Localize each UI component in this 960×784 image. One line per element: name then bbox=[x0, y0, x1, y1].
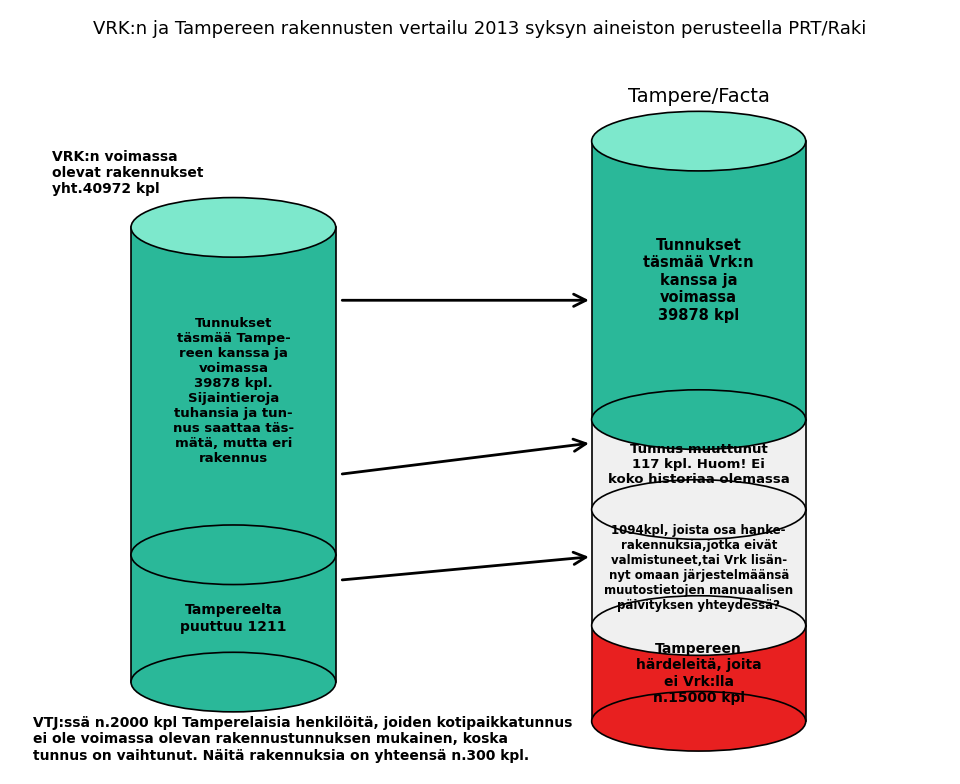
Bar bbox=[591, 419, 805, 510]
Text: VRK:n voimassa
olevat rakennukset
yht.40972 kpl: VRK:n voimassa olevat rakennukset yht.40… bbox=[52, 150, 204, 196]
Ellipse shape bbox=[591, 111, 805, 171]
Ellipse shape bbox=[131, 198, 336, 257]
Ellipse shape bbox=[131, 525, 336, 585]
Text: Tampereen
härdeleitä, joita
ei Vrk:lla
n.15000 kpl: Tampereen härdeleitä, joita ei Vrk:lla n… bbox=[636, 642, 761, 705]
Bar bbox=[591, 510, 805, 626]
Bar bbox=[131, 555, 336, 682]
Bar bbox=[591, 141, 805, 419]
Text: Tunnus muuttunut
117 kpl. Huom! Ei
koko historiaa olemassa: Tunnus muuttunut 117 kpl. Huom! Ei koko … bbox=[608, 443, 789, 486]
Text: Tunnukset
täsmää Vrk:n
kanssa ja
voimassa
39878 kpl: Tunnukset täsmää Vrk:n kanssa ja voimass… bbox=[643, 238, 754, 323]
Text: Tunnukset
täsmää Tampe-
reen kanssa ja
voimassa
39878 kpl.
Sijaintieroja
tuhansi: Tunnukset täsmää Tampe- reen kanssa ja v… bbox=[173, 317, 294, 465]
Ellipse shape bbox=[591, 596, 805, 655]
Text: VRK:n ja Tampereen rakennusten vertailu 2013 syksyn aineiston perusteella PRT/Ra: VRK:n ja Tampereen rakennusten vertailu … bbox=[93, 20, 867, 38]
Bar bbox=[131, 227, 336, 555]
Bar bbox=[591, 626, 805, 721]
Ellipse shape bbox=[131, 652, 336, 712]
Text: Tampereelta
puuttuu 1211: Tampereelta puuttuu 1211 bbox=[180, 604, 287, 633]
Ellipse shape bbox=[591, 480, 805, 539]
Ellipse shape bbox=[591, 390, 805, 449]
Text: 1094kpl, joista osa hanke-
rakennuksia,jotka eivät
valmistuneet,tai Vrk lisän-
n: 1094kpl, joista osa hanke- rakennuksia,j… bbox=[604, 524, 793, 612]
Text: Tampere/Facta: Tampere/Facta bbox=[628, 87, 770, 106]
Ellipse shape bbox=[591, 691, 805, 751]
Text: VTJ:ssä n.2000 kpl Tamperelaisia henkilöitä, joiden kotipaikkatunnus
ei ole voim: VTJ:ssä n.2000 kpl Tamperelaisia henkilö… bbox=[34, 716, 573, 763]
